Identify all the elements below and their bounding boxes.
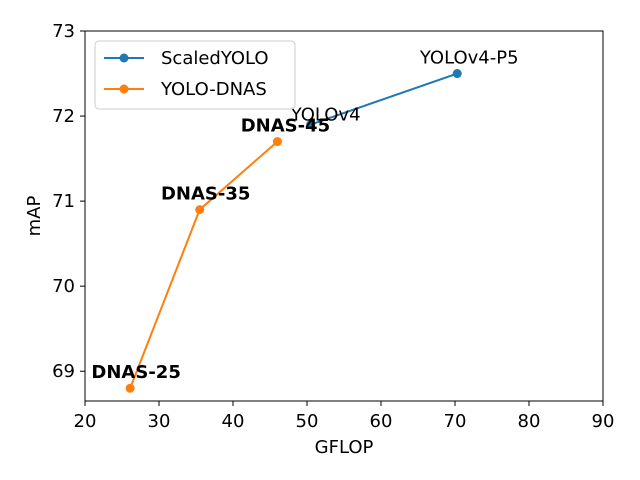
data-point (306, 120, 316, 130)
x-tick-label: 60 (370, 411, 393, 432)
data-label: YOLOv4-P5 (419, 48, 519, 69)
x-tick-label: 20 (74, 411, 97, 432)
legend-entry: YOLO-DNAS (160, 79, 267, 100)
x-tick-label: 50 (296, 411, 319, 432)
legend-swatch-marker (119, 53, 129, 63)
axes-frame (84, 30, 604, 402)
y-tick-label: 73 (52, 21, 75, 42)
legend: ScaledYOLO YOLO-DNAS (94, 40, 296, 110)
series-line-1 (310, 72, 458, 126)
y-tick-label: 71 (52, 191, 75, 212)
legend-entry: ScaledYOLO (161, 48, 269, 69)
data-point (272, 137, 282, 147)
x-tick-label: 30 (148, 411, 171, 432)
data-point (195, 205, 205, 215)
x-tick-label: 70 (444, 411, 467, 432)
legend-swatch-marker (119, 84, 129, 94)
y-tick-label: 72 (52, 106, 75, 127)
x-tick-label: 90 (592, 411, 615, 432)
axes: 20 30 40 50 60 70 80 90 69 70 71 72 73 GFLOP mAP (24, 21, 614, 458)
data-label: DNAS-45 (241, 116, 330, 137)
x-tick-label: 80 (518, 411, 541, 432)
x-axis-label: GFLOP (315, 437, 374, 458)
x-tick-label: 40 (222, 411, 245, 432)
data-point (125, 383, 135, 393)
data-label: DNAS-25 (91, 362, 180, 383)
y-tick-label: 69 (52, 361, 75, 382)
plot-area: YOLOv4 YOLOv4-P5 DNAS-25 DNAS-35 DNAS-45 (91, 48, 519, 393)
data-point (452, 69, 462, 79)
data-label: DNAS-35 (161, 184, 250, 205)
y-tick-label: 70 (52, 276, 75, 297)
data-label: YOLOv4 (290, 105, 361, 126)
legend-box (94, 40, 296, 110)
y-axis-label: mAP (24, 196, 45, 237)
